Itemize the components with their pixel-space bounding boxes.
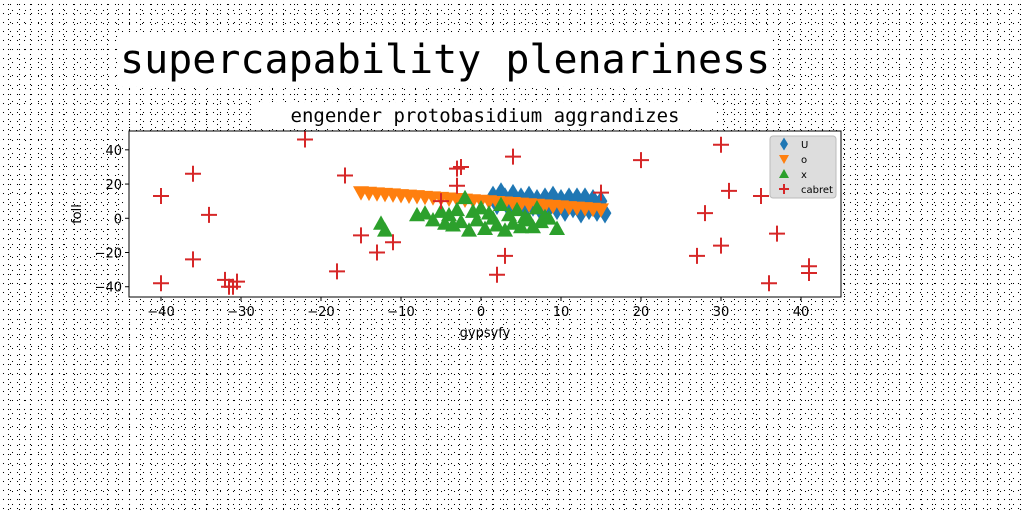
- x-tick-label: 20: [633, 305, 650, 320]
- x-tick-label: 10: [553, 305, 570, 320]
- legend-label: U: [801, 140, 808, 151]
- x-tick-label: −10: [387, 305, 414, 320]
- legend-label: o: [801, 155, 807, 166]
- x-tick-label: −40: [147, 305, 174, 320]
- y-tick-label: 20: [105, 178, 122, 193]
- legend-label: x: [801, 170, 807, 181]
- y-axis-label: foll: [70, 204, 85, 224]
- y-tick-label: −20: [95, 247, 122, 262]
- legend-label: cabret: [801, 185, 833, 196]
- x-tick-label: 0: [477, 305, 485, 320]
- chart-title: engender protobasidium aggrandizes: [291, 105, 680, 127]
- legend: Uox cabret: [770, 136, 836, 198]
- x-tick-label: 30: [713, 305, 730, 320]
- y-tick-label: 40: [105, 144, 122, 159]
- x-tick-label: −30: [227, 305, 254, 320]
- x-tick-label: 40: [793, 305, 810, 320]
- x-axis-label: gypsyfy: [460, 326, 511, 341]
- x-tick-label: −20: [307, 305, 334, 320]
- y-tick-label: −40: [95, 281, 122, 296]
- y-tick-label: 0: [114, 212, 122, 227]
